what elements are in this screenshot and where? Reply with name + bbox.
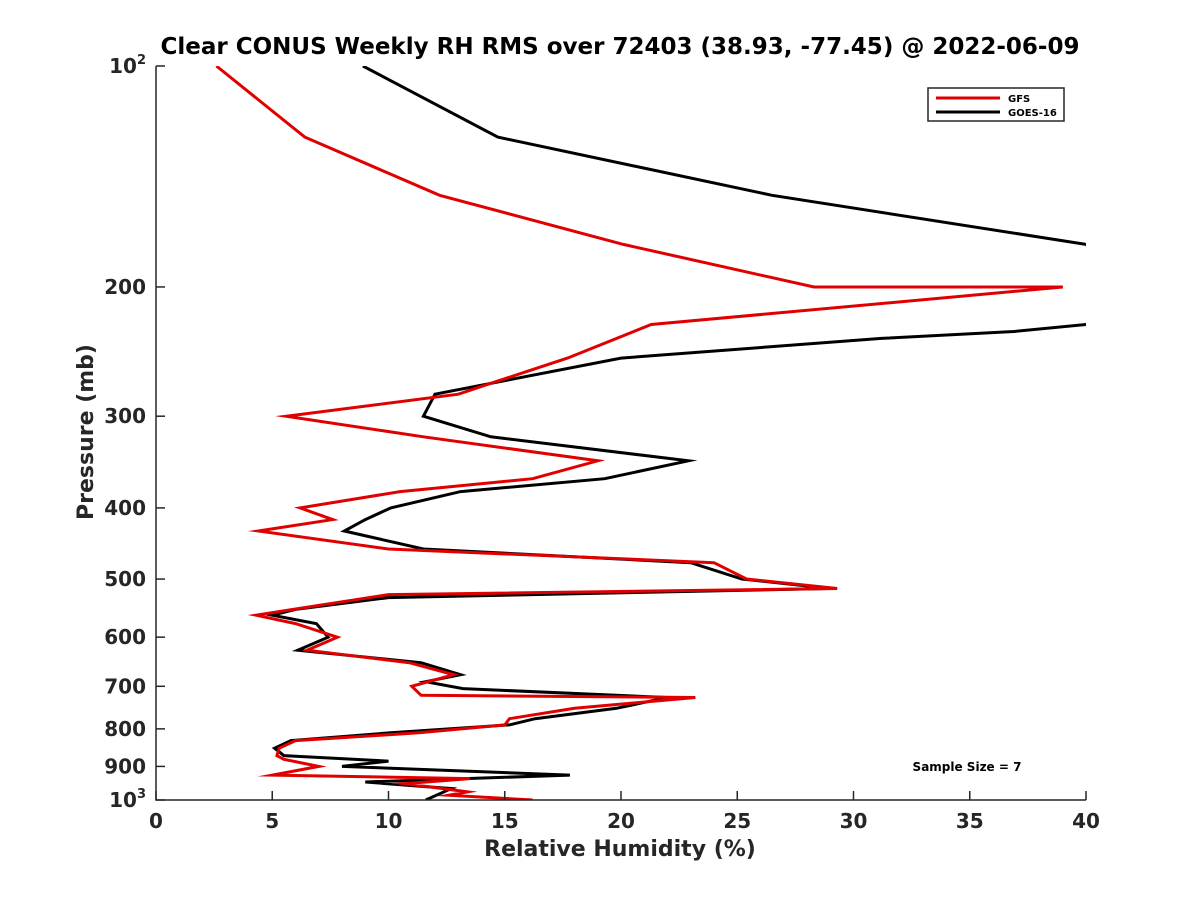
y-tick-label: 700	[104, 674, 146, 698]
chart-title: Clear CONUS Weekly RH RMS over 72403 (38…	[161, 34, 1080, 60]
x-tick-label: 0	[149, 809, 163, 833]
x-tick-label: 35	[956, 809, 984, 833]
legend: GFS GOES-16	[928, 88, 1064, 121]
x-tick-label: 10	[375, 809, 403, 833]
y-tick-label: 800	[104, 717, 146, 741]
y-tick-label: 200	[104, 275, 146, 299]
legend-label: GOES-16	[1008, 108, 1057, 119]
y-tick-label: 400	[104, 496, 146, 520]
y-tick-exponent: 2	[137, 53, 146, 68]
legend-label: GFS	[1008, 94, 1030, 105]
x-axis-label: Relative Humidity (%)	[484, 837, 756, 862]
y-tick-label: 300	[104, 404, 146, 428]
y-tick-exponent: 3	[137, 787, 146, 802]
y-tick-base: 10	[109, 54, 137, 78]
x-tick-label: 15	[491, 809, 519, 833]
x-tick-label: 30	[840, 809, 868, 833]
x-tick-label: 20	[607, 809, 635, 833]
x-tick-label: 5	[265, 809, 279, 833]
x-tick-label: 25	[723, 809, 751, 833]
y-tick-label: 900	[104, 754, 146, 778]
x-tick-label: 40	[1072, 809, 1100, 833]
sample-size-annotation: Sample Size = 7	[913, 760, 1022, 774]
y-axis-label: Pressure (mb)	[74, 344, 99, 520]
y-tick-base: 10	[109, 788, 137, 812]
rh-rms-profile-chart: 0 5 10 15 20 25 30 35 40 10220030040050060070080…	[0, 0, 1200, 900]
y-tick-label: 600	[104, 625, 146, 649]
y-tick-label: 500	[104, 567, 146, 591]
